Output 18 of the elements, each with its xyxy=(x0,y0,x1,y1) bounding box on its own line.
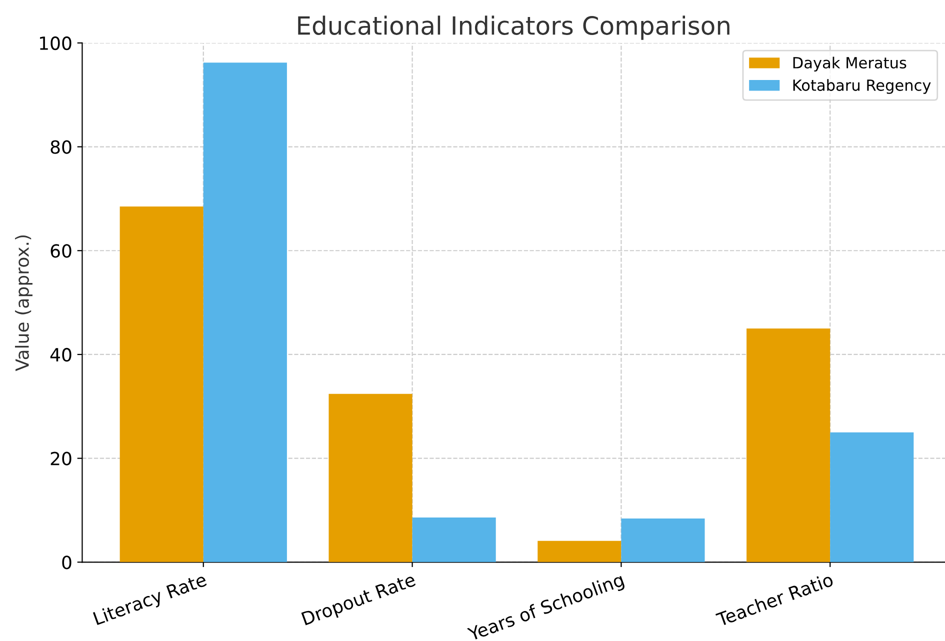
y-tick-label: 0 xyxy=(62,556,72,570)
y-tick-label: 20 xyxy=(50,452,72,466)
legend-label: Dayak Meratus xyxy=(793,56,906,72)
bar xyxy=(830,432,914,562)
bar xyxy=(746,328,830,562)
bar xyxy=(412,518,496,562)
chart-title: Educational Indicators Comparison xyxy=(298,16,730,40)
y-tick-label: 100 xyxy=(40,36,72,50)
y-tick-label: 60 xyxy=(50,244,72,258)
bar xyxy=(120,206,204,562)
legend-label: Kotabaru Regency xyxy=(793,79,931,94)
y-tick-label: 80 xyxy=(50,140,72,154)
y-axis-title: Value (approx.) xyxy=(15,235,32,372)
bar xyxy=(621,518,705,562)
bar xyxy=(203,62,287,562)
bar xyxy=(538,540,622,562)
bar xyxy=(328,394,412,562)
y-tick-label: 40 xyxy=(50,348,72,362)
